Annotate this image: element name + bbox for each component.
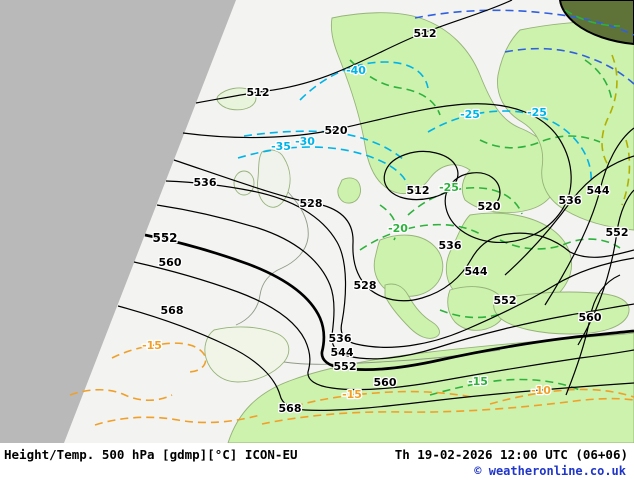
land-italy [384, 283, 440, 339]
temp-contour-layer [69, 9, 634, 426]
land-britain [257, 149, 291, 208]
temp-label: -15 [142, 339, 162, 352]
height-label: 568 [161, 304, 184, 317]
coast-west-europe [235, 191, 309, 326]
temp-label: -15 [468, 375, 488, 388]
height-label: 528 [300, 197, 323, 210]
temp-squiggle-green-7 [379, 204, 398, 241]
temp-label: -35 [271, 140, 291, 153]
temp-label: -25 [527, 106, 547, 119]
temp-label: -30 [295, 135, 315, 148]
temp-squiggle-green-5 [584, 59, 613, 103]
height-label: 520 [478, 200, 501, 213]
temp-line-blue-top1 [414, 9, 634, 36]
valid-time: Th 19-02-2026 12:00 UTC (06+06) [394, 447, 628, 462]
temp-label: -20 [388, 222, 408, 235]
temp-line-m20-green [359, 223, 483, 251]
height-label: 560 [579, 311, 602, 324]
land-iberia [204, 326, 290, 383]
height-label: 552 [334, 360, 357, 373]
height-label: 552 [606, 226, 629, 239]
temp-label: -10 [531, 384, 551, 397]
projection-boundary-gray [0, 0, 236, 443]
height-label: 568 [279, 402, 302, 415]
temp-squiggle-green-1 [349, 59, 441, 116]
height-label: 536 [329, 332, 352, 345]
height-label: 512 [414, 27, 437, 40]
temp-squiggle-green-6 [439, 309, 501, 319]
height-label: 544 [331, 346, 354, 359]
height-label: 560 [159, 256, 182, 269]
temp-line-m40 [299, 61, 429, 101]
height-line-552-right [577, 189, 634, 346]
height-label: 512 [407, 184, 430, 197]
height-line-552-thick [144, 233, 634, 371]
height-line-512-closed [383, 150, 459, 201]
temp-label: -40 [346, 64, 366, 77]
temp-line-m25-green [407, 186, 523, 216]
height-label: 544 [587, 184, 610, 197]
temp-label: -25 [439, 181, 459, 194]
height-line-560-right [565, 274, 621, 396]
height-line-544 [156, 204, 634, 360]
height-line-536-right [504, 155, 634, 276]
height-line-512-top [195, 0, 513, 104]
height-label: 512 [247, 86, 270, 99]
height-label: 552 [494, 294, 517, 307]
land-central-europe [373, 234, 444, 297]
height-contour-layer [117, 0, 634, 411]
temp-line-m15-atlantic [111, 342, 207, 373]
temp-squiggle-green-4 [564, 9, 621, 27]
temp-line-m30 [243, 130, 405, 161]
copyright-link[interactable]: © weatheronline.co.uk [474, 464, 626, 478]
height-line-560 [133, 261, 634, 391]
height-label: 528 [354, 279, 377, 292]
height-label: 536 [194, 176, 217, 189]
temp-line-m15-green-se [429, 378, 581, 396]
height-label: 560 [374, 376, 397, 389]
temp-squiggle-olive-1 [601, 54, 618, 166]
contour-label-layer: 5125125205365525605685285125205285365445… [141, 26, 630, 417]
chart-title: Height/Temp. 500 hPa [gdmp][°C] ICON-EU [4, 447, 298, 462]
temp-label: -25 [460, 108, 480, 121]
weather-map-svg: 5125125205365525605685285125205285365445… [0, 0, 634, 443]
temp-squiggle-green-2 [479, 135, 601, 149]
temp-line-m25-north [427, 110, 592, 191]
height-label: 536 [439, 239, 462, 252]
height-label: 520 [325, 124, 348, 137]
temp-line-m10-africa [489, 388, 634, 405]
temp-squiggle-green-3 [499, 238, 621, 250]
height-label: 552 [152, 231, 177, 245]
land-balkans [447, 286, 506, 331]
temp-squiggle-olive-2 [621, 139, 631, 206]
temp-label: -15 [342, 388, 362, 401]
temp-squiggle-orange-3 [261, 397, 634, 425]
height-line-520 [182, 103, 572, 244]
land-denmark [337, 177, 361, 204]
status-bar: Height/Temp. 500 hPa [gdmp][°C] ICON-EU … [0, 443, 634, 490]
height-line-536 [165, 180, 634, 348]
weather-map: 512 512 520 536 552 560 568 528 512 520 528 536 544 5… [0, 0, 634, 443]
temp-line-m15-africa [294, 390, 473, 407]
temp-squiggle-orange-1 [69, 388, 173, 402]
temp-squiggle-orange-2 [94, 414, 261, 426]
temp-line-m35 [237, 146, 410, 194]
height-line-544-right [544, 127, 634, 306]
height-label: 536 [559, 194, 582, 207]
temp-line-blue-top2 [504, 47, 634, 85]
height-line-568 [117, 305, 634, 411]
height-label: 544 [465, 265, 488, 278]
height-line-528 [173, 159, 634, 302]
land-north-africa [227, 332, 634, 443]
